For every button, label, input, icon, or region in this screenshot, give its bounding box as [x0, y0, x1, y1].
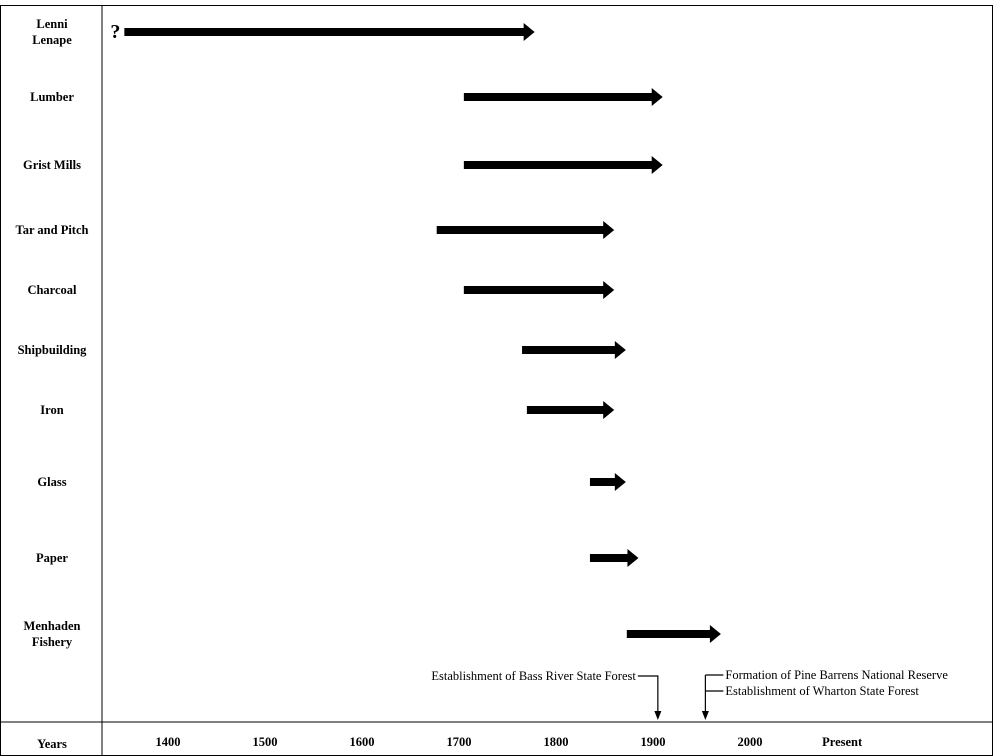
- x-tick-2000: 2000: [738, 735, 763, 749]
- event-label-formation-of-pine-barrens-national-reserve: Formation of Pine Barrens National Reser…: [725, 668, 948, 682]
- x-tick-1800: 1800: [544, 735, 569, 749]
- bar-lumber: [463, 88, 663, 106]
- bar-grist-mills: [463, 156, 663, 174]
- event-arrowhead: [701, 711, 709, 720]
- row-label-lenni-lenape: Lenni Lenape: [32, 17, 72, 47]
- bar-lenni-lenape: [124, 23, 535, 41]
- row-label-tar-and-pitch: Tar and Pitch: [16, 223, 89, 237]
- x-tick-1600: 1600: [350, 735, 375, 749]
- bar-tar-and-pitch: [436, 221, 615, 239]
- bar-shipbuilding: [522, 341, 626, 359]
- row-label-paper: Paper: [36, 551, 68, 565]
- row-label-menhaden-fishery: Menhaden Fishery: [24, 619, 81, 649]
- x-tick-1500: 1500: [253, 735, 278, 749]
- bar-iron: [526, 401, 615, 419]
- bar-charcoal: [463, 281, 615, 299]
- chart-frame: [0, 5, 993, 756]
- event-leader-line: [637, 675, 659, 718]
- x-tick-1400: 1400: [156, 735, 181, 749]
- row-label-iron: Iron: [40, 403, 63, 417]
- row-label-shipbuilding: Shipbuilding: [18, 343, 88, 357]
- event-label-establishment-of-wharton-state-forest: Establishment of Wharton State Forest: [725, 684, 919, 698]
- unknown-start-marker: ?: [110, 21, 120, 43]
- x-tick-present: Present: [822, 735, 863, 749]
- bar-glass: [589, 473, 626, 491]
- row-label-glass: Glass: [37, 475, 66, 489]
- row-label-lumber: Lumber: [30, 90, 74, 104]
- bar-paper: [589, 549, 639, 567]
- x-tick-1700: 1700: [447, 735, 472, 749]
- event-arrowhead: [654, 711, 662, 720]
- row-label-charcoal: Charcoal: [27, 283, 77, 297]
- event-label-establishment-of-bass-river-state-forest: Establishment of Bass River State Forest: [431, 669, 636, 683]
- bar-menhaden-fishery: [626, 625, 721, 643]
- x-tick-1900: 1900: [641, 735, 666, 749]
- x-axis-title: Years: [37, 737, 67, 751]
- row-label-grist-mills: Grist Mills: [23, 158, 81, 172]
